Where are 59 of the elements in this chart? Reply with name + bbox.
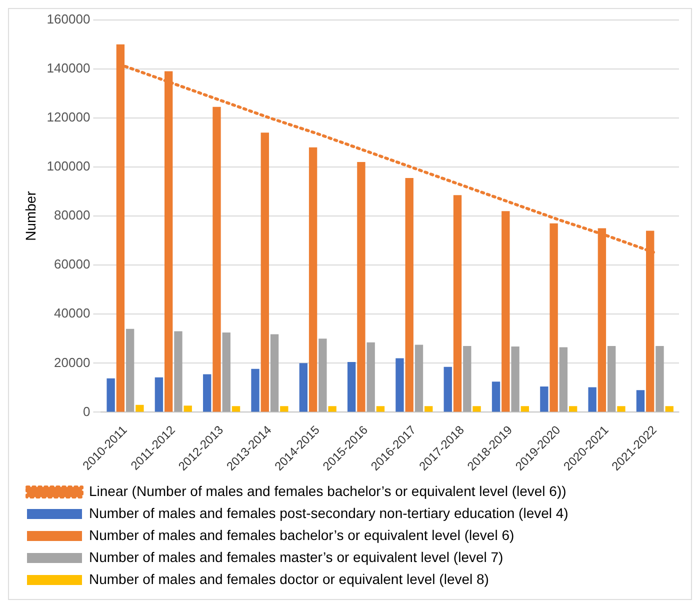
- y-tick-label: 40000: [54, 306, 90, 321]
- bar: [357, 162, 366, 412]
- bar: [588, 387, 596, 412]
- bar: [520, 406, 530, 412]
- bar: [222, 332, 230, 412]
- bar: [328, 406, 336, 412]
- bar: [154, 377, 164, 412]
- bar: [347, 362, 356, 412]
- y-tick-label: 160000: [46, 11, 90, 26]
- bar: [424, 406, 433, 412]
- bar: [174, 331, 182, 412]
- bar: [270, 334, 279, 412]
- bar: [106, 378, 115, 412]
- bar: [540, 386, 548, 412]
- y-tick-label: 20000: [54, 354, 90, 370]
- y-tick-label: 0: [82, 404, 90, 419]
- bar: [308, 147, 318, 412]
- bar: [568, 406, 578, 412]
- legend-label: Number of males and females post-secondary non-tertiary education (level 4): [89, 504, 568, 521]
- bar: [203, 374, 212, 412]
- y-tick-label: 140000: [46, 60, 90, 76]
- bar: [318, 338, 327, 412]
- bar: [212, 106, 221, 412]
- legend-label: Number of males and females master’s or equivalent level (level 7): [89, 548, 504, 565]
- bar: [366, 342, 375, 412]
- bar: [126, 328, 134, 412]
- y-axis-title: Number: [22, 190, 38, 241]
- bar: [396, 358, 404, 412]
- y-tick-label: 80000: [54, 208, 90, 223]
- legend-label: Number of males and females doctor or equivalent level (level 8): [89, 570, 489, 587]
- bar: [559, 347, 568, 412]
- bar: [260, 132, 269, 412]
- bar: [184, 406, 192, 412]
- bar: [136, 404, 144, 412]
- bar: [414, 344, 424, 412]
- bar: [617, 406, 626, 412]
- bar: [472, 406, 481, 412]
- bar: [463, 346, 472, 412]
- bar: [232, 406, 240, 412]
- bar: [405, 178, 414, 412]
- bar: [607, 346, 616, 412]
- y-tick-label: 120000: [46, 109, 90, 124]
- y-tick-label: 60000: [54, 256, 90, 272]
- legend-label: Number of males and females bachelor’s or equivalent level (level 6): [89, 526, 514, 543]
- bar: [502, 211, 510, 412]
- bar: [656, 346, 664, 412]
- bar: [550, 223, 558, 412]
- bar: [636, 390, 645, 412]
- bar: [299, 363, 308, 412]
- bar: [511, 346, 520, 412]
- bar: [665, 406, 674, 412]
- legend-label: Linear (Number of males and females bachelor’s or equivalent level (level 6)): [89, 482, 566, 499]
- y-tick-label: 100000: [46, 158, 90, 174]
- bar: [453, 195, 462, 412]
- bar: [376, 406, 385, 412]
- bar: [492, 382, 500, 412]
- bar: [280, 406, 288, 412]
- bar: [444, 366, 452, 412]
- bar: [251, 368, 260, 412]
